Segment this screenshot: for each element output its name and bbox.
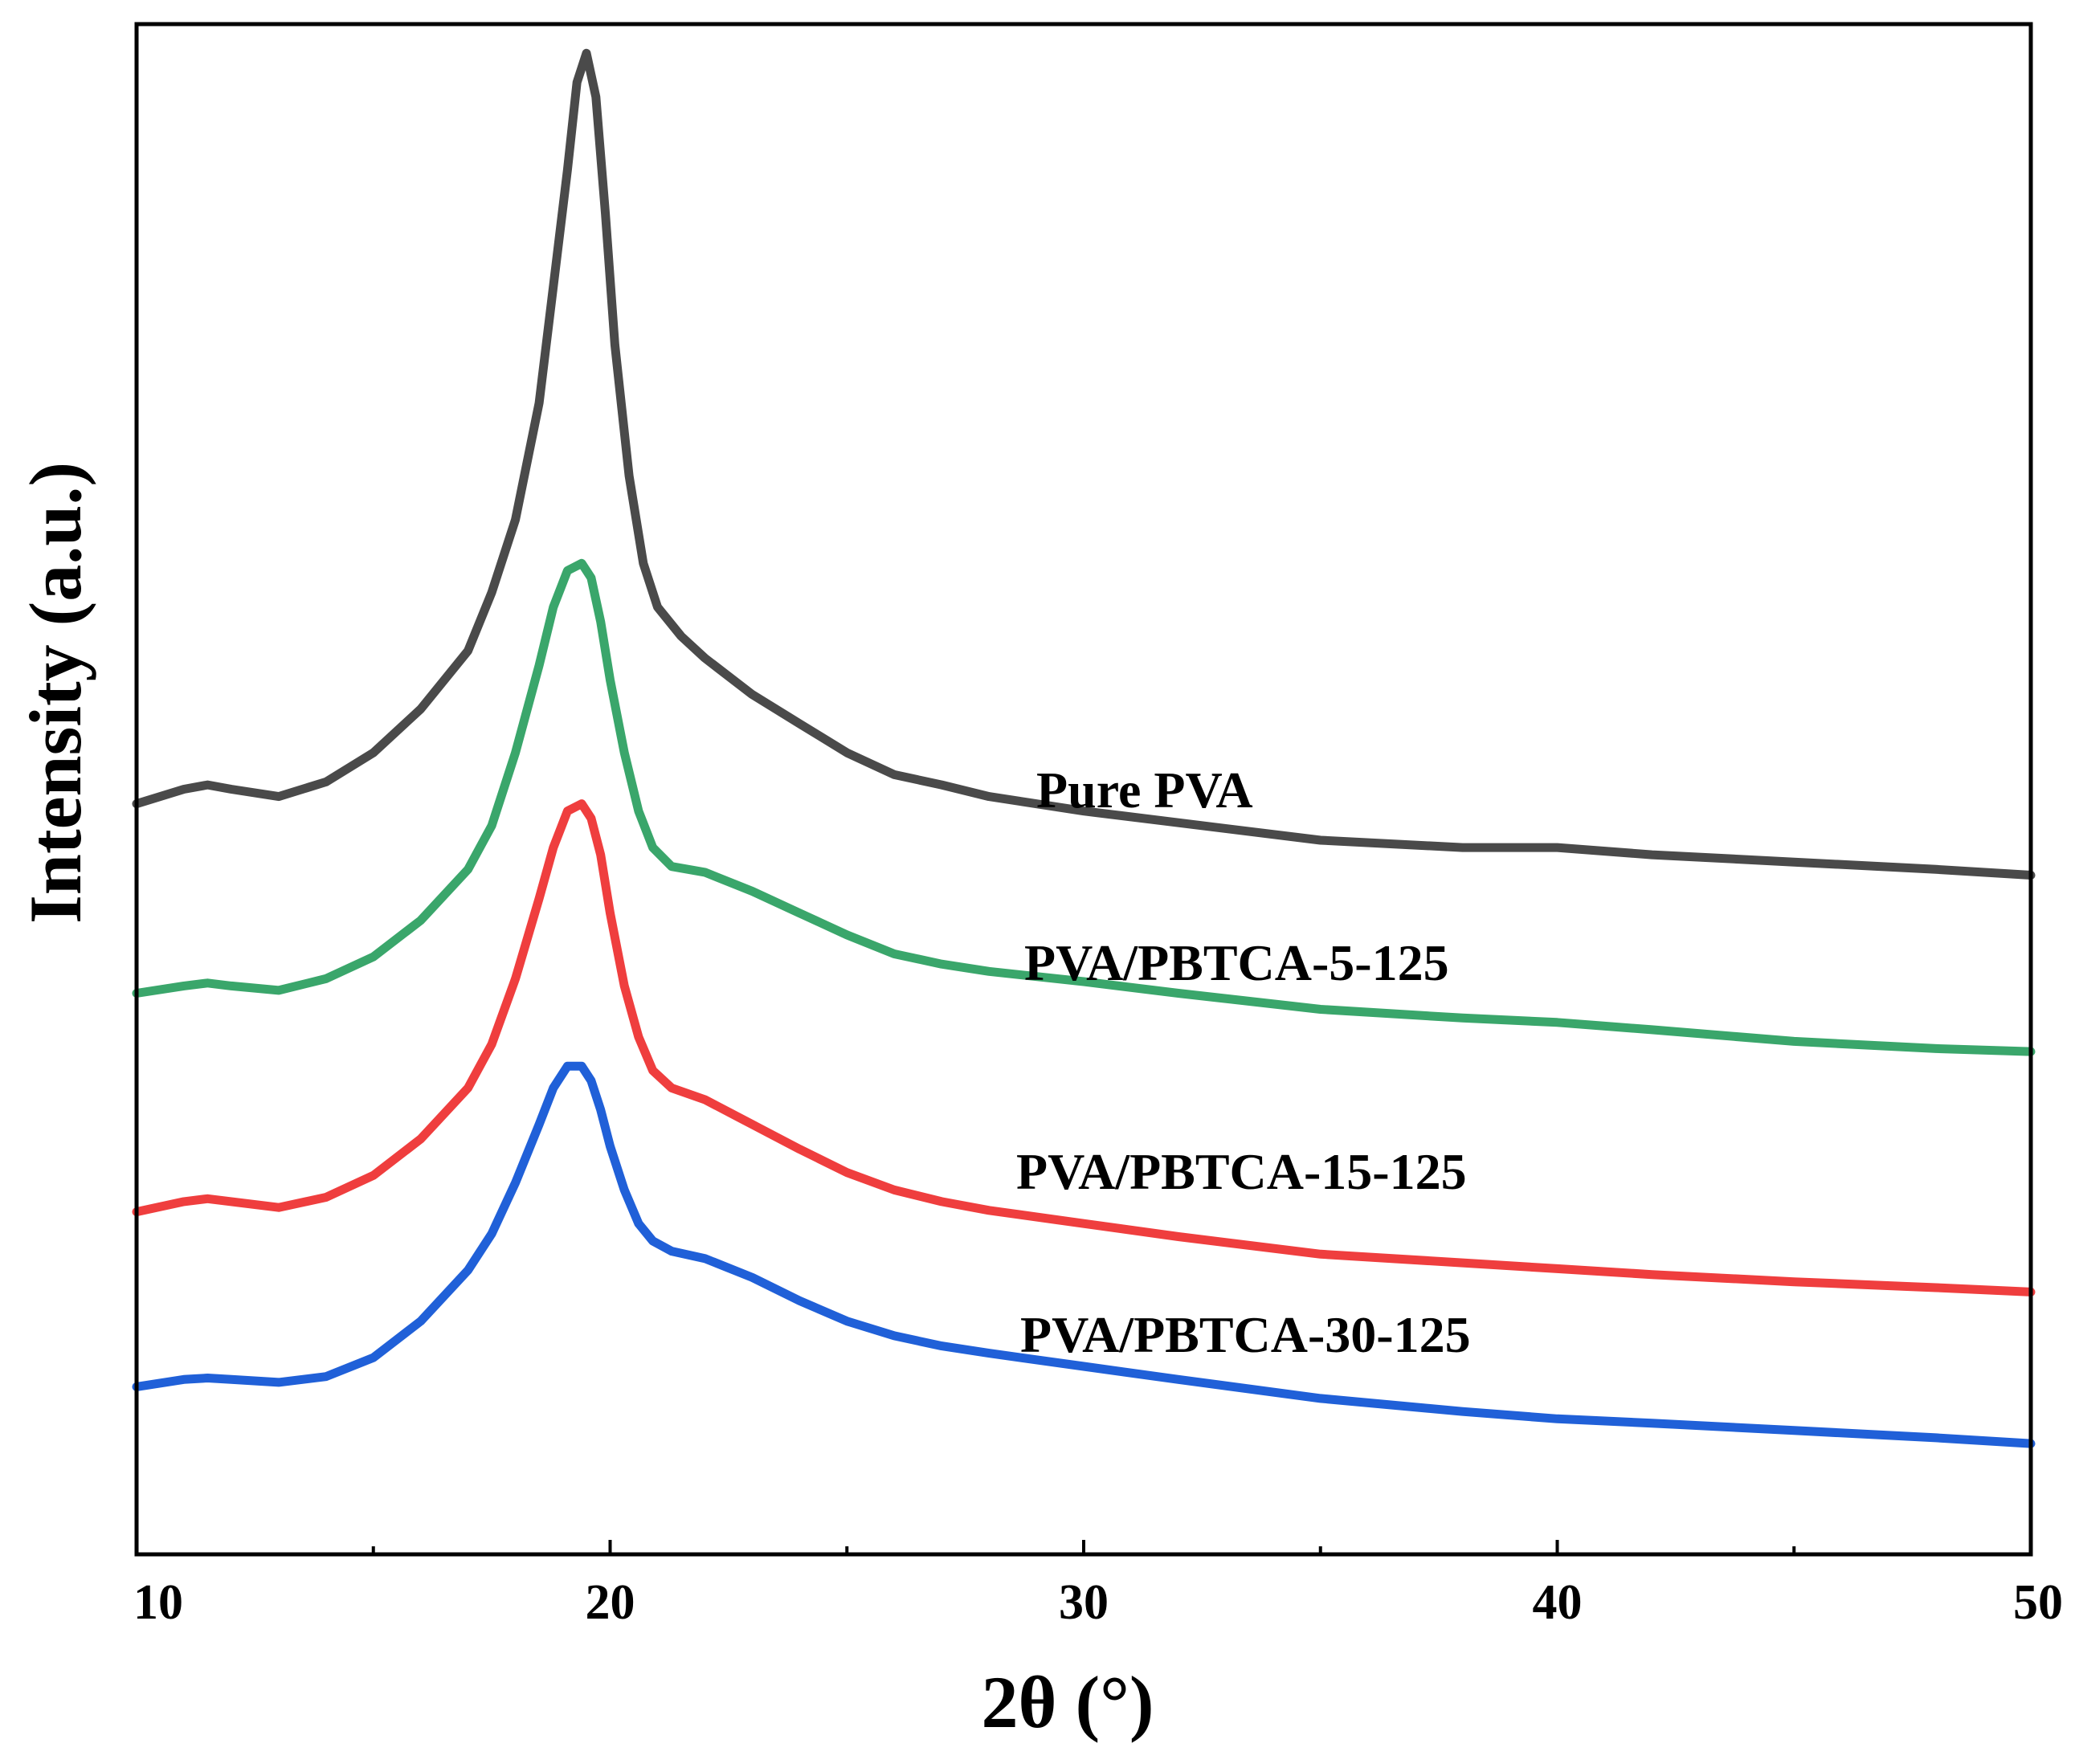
x-axis-ticks: 10 20 30 40 50: [133, 1540, 2063, 1630]
x-tick-label: 10: [133, 1575, 183, 1630]
y-axis-title: Intensity (a.u.): [14, 462, 96, 924]
series-line-1: [132, 48, 2036, 880]
series-line-4: [132, 1061, 2036, 1448]
series-label-2: PVA/PBTCA-5-125: [1024, 934, 1449, 991]
series-label-3: PVA/PBTCA-15-125: [1016, 1143, 1467, 1200]
x-axis-title: 2θ (°): [981, 1661, 1154, 1743]
series-label-1: Pure PVA: [1036, 762, 1253, 819]
x-tick-label: 40: [1533, 1575, 1583, 1630]
series-label-4: PVA/PBTCA-30-125: [1020, 1306, 1471, 1363]
series-layer: [132, 48, 2036, 1448]
x-tick-label: 30: [1059, 1575, 1109, 1630]
x-tick-label: 20: [586, 1575, 635, 1630]
series-line-2: [132, 558, 2036, 1056]
series-label-layer: Pure PVA PVA/PBTCA-5-125 PVA/PBTCA-15-125 P…: [1016, 762, 1471, 1363]
series-line-3: [132, 799, 2036, 1296]
x-tick-label: 50: [2013, 1575, 2063, 1630]
